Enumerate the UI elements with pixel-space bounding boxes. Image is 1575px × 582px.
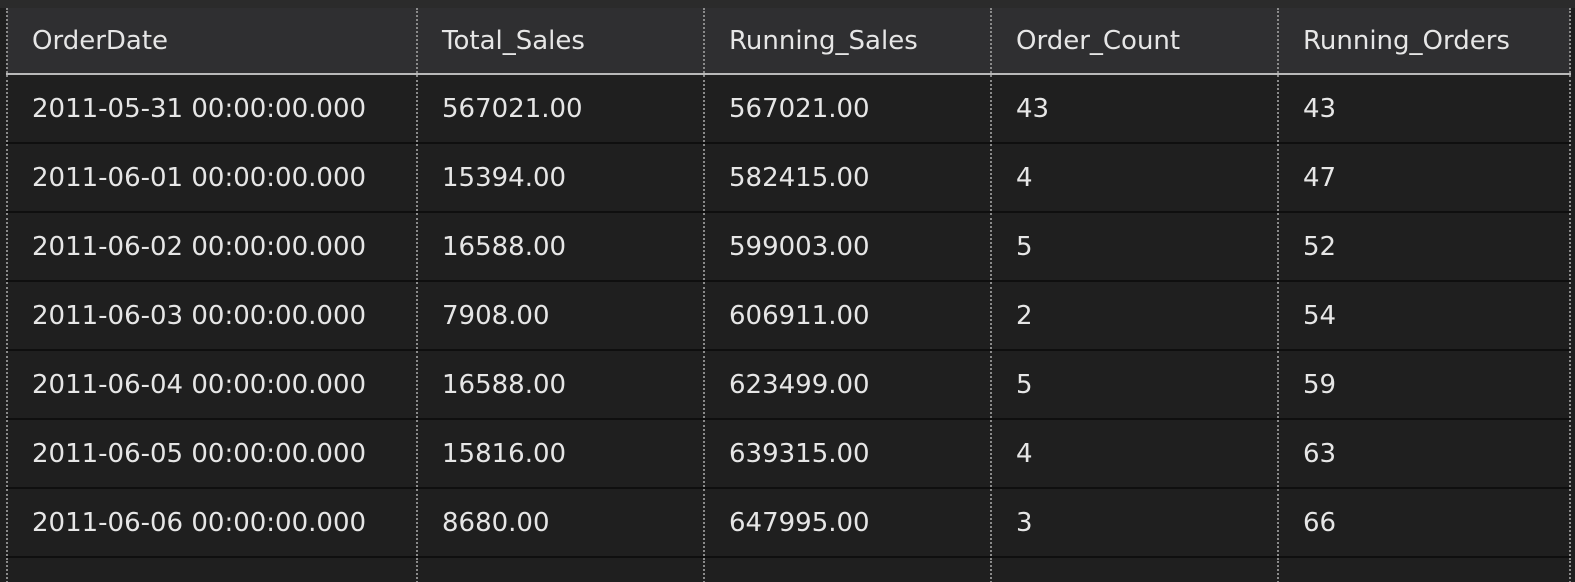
cell-orderdate[interactable]: 2011-06-05 00:00:00.000	[6, 419, 418, 489]
cell-running-orders[interactable]: 52	[1277, 212, 1571, 282]
column-header-running-orders[interactable]: Running_Orders	[1277, 8, 1571, 75]
column-header-running-sales[interactable]: Running_Sales	[703, 8, 992, 75]
cell-order-count[interactable]: 5	[990, 212, 1279, 282]
table-header: OrderDate Total_Sales Running_Sales Orde…	[6, 8, 1571, 75]
table-row[interactable]: 2011-06-04 00:00:00.000 16588.00 623499.…	[6, 350, 1571, 420]
cell-order-count[interactable]: 4	[990, 419, 1279, 489]
cell-order-count[interactable]: 43	[990, 74, 1279, 144]
table-row[interactable]: 2011-06-02 00:00:00.000 16588.00 599003.…	[6, 212, 1571, 282]
cell-running-sales[interactable]: 647995.00	[703, 488, 992, 558]
cell-total-sales[interactable]: 15816.00	[416, 419, 705, 489]
cell-orderdate[interactable]: 2011-06-02 00:00:00.000	[6, 212, 418, 282]
cell-running-orders[interactable]: 47	[1277, 143, 1571, 213]
cell-running-orders[interactable]: 59	[1277, 350, 1571, 420]
cell-empty	[1277, 557, 1571, 582]
cell-running-orders[interactable]: 54	[1277, 281, 1571, 351]
cell-running-sales[interactable]: 639315.00	[703, 419, 992, 489]
cell-orderdate[interactable]: 2011-06-04 00:00:00.000	[6, 350, 418, 420]
table-row[interactable]: 2011-06-01 00:00:00.000 15394.00 582415.…	[6, 143, 1571, 213]
cell-order-count[interactable]: 5	[990, 350, 1279, 420]
column-header-orderdate[interactable]: OrderDate	[6, 8, 418, 75]
cell-order-count[interactable]: 4	[990, 143, 1279, 213]
table-body: 2011-05-31 00:00:00.000 567021.00 567021…	[6, 74, 1571, 582]
cell-orderdate[interactable]: 2011-06-03 00:00:00.000	[6, 281, 418, 351]
cell-orderdate[interactable]: 2011-06-06 00:00:00.000	[6, 488, 418, 558]
cell-running-orders[interactable]: 43	[1277, 74, 1571, 144]
column-header-order-count[interactable]: Order_Count	[990, 8, 1279, 75]
column-header-total-sales[interactable]: Total_Sales	[416, 8, 705, 75]
cell-order-count[interactable]: 3	[990, 488, 1279, 558]
cell-running-sales[interactable]: 567021.00	[703, 74, 992, 144]
table-row-partial	[6, 557, 1571, 582]
cell-order-count[interactable]: 2	[990, 281, 1279, 351]
table-row[interactable]: 2011-05-31 00:00:00.000 567021.00 567021…	[6, 74, 1571, 144]
cell-orderdate[interactable]: 2011-05-31 00:00:00.000	[6, 74, 418, 144]
cell-total-sales[interactable]: 16588.00	[416, 212, 705, 282]
cell-total-sales[interactable]: 567021.00	[416, 74, 705, 144]
cell-total-sales[interactable]: 15394.00	[416, 143, 705, 213]
cell-empty	[703, 557, 992, 582]
cell-running-sales[interactable]: 582415.00	[703, 143, 992, 213]
cell-empty	[6, 557, 418, 582]
cell-orderdate[interactable]: 2011-06-01 00:00:00.000	[6, 143, 418, 213]
cell-total-sales[interactable]: 8680.00	[416, 488, 705, 558]
table-row[interactable]: 2011-06-05 00:00:00.000 15816.00 639315.…	[6, 419, 1571, 489]
cell-running-orders[interactable]: 63	[1277, 419, 1571, 489]
cell-running-orders[interactable]: 66	[1277, 488, 1571, 558]
cell-running-sales[interactable]: 599003.00	[703, 212, 992, 282]
table-row[interactable]: 2011-06-06 00:00:00.000 8680.00 647995.0…	[6, 488, 1571, 558]
cell-total-sales[interactable]: 7908.00	[416, 281, 705, 351]
cell-running-sales[interactable]: 606911.00	[703, 281, 992, 351]
cell-empty	[416, 557, 705, 582]
table-row[interactable]: 2011-06-03 00:00:00.000 7908.00 606911.0…	[6, 281, 1571, 351]
header-row: OrderDate Total_Sales Running_Sales Orde…	[6, 8, 1571, 75]
results-table: OrderDate Total_Sales Running_Sales Orde…	[6, 8, 1571, 582]
cell-running-sales[interactable]: 623499.00	[703, 350, 992, 420]
cell-empty	[990, 557, 1279, 582]
cell-total-sales[interactable]: 16588.00	[416, 350, 705, 420]
